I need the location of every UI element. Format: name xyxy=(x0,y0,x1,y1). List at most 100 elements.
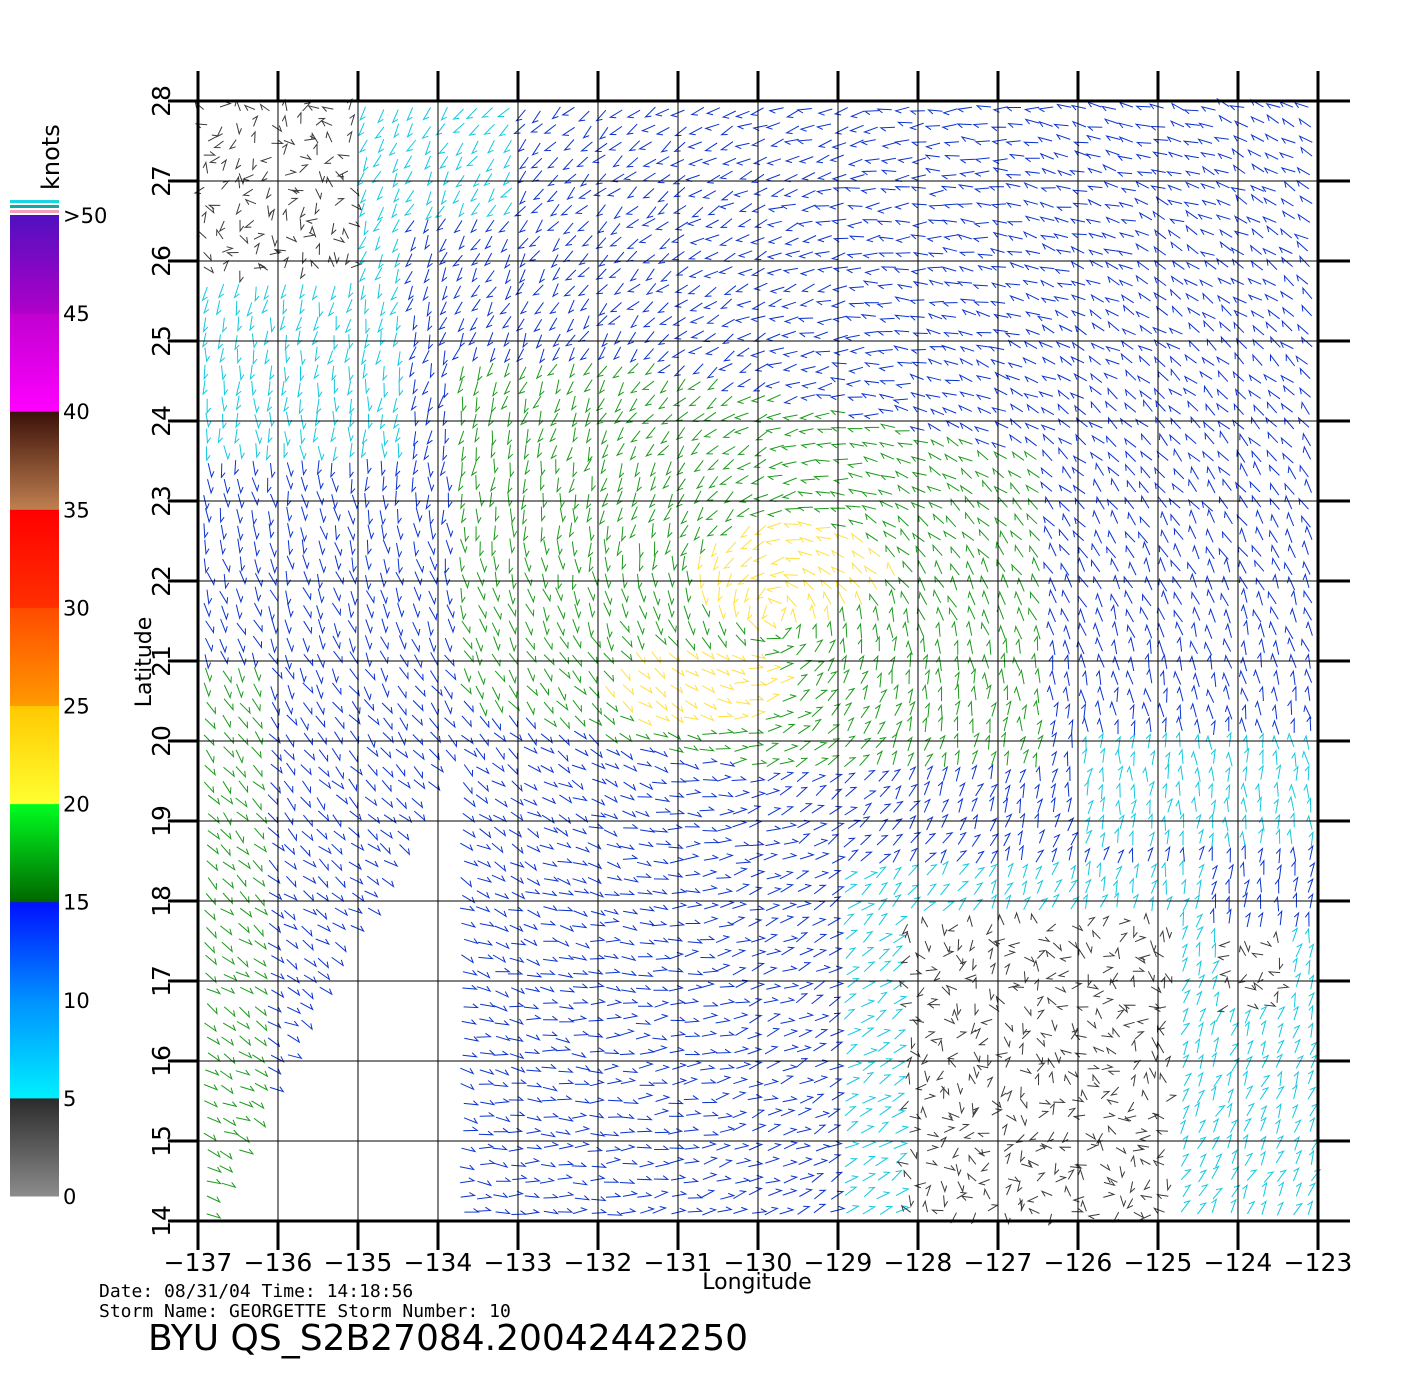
wind-vector xyxy=(1270,652,1278,668)
wind-vector xyxy=(1210,719,1216,735)
wind-vector xyxy=(571,1052,587,1059)
wind-vector xyxy=(1019,782,1026,798)
wind-vector xyxy=(1102,966,1115,974)
wind-vector xyxy=(476,1206,492,1212)
wind-vector xyxy=(1165,751,1171,767)
wind-vector xyxy=(223,766,236,778)
wind-vector xyxy=(588,1068,604,1074)
wind-vector xyxy=(607,315,621,325)
wind-vector xyxy=(1194,780,1201,797)
wind-vector xyxy=(270,558,278,575)
wind-vector xyxy=(460,1177,476,1184)
wind-vector xyxy=(902,560,913,573)
wind-vector xyxy=(1046,1131,1055,1143)
wind-vector xyxy=(1044,495,1054,510)
wind-vector xyxy=(318,302,324,318)
wind-vector xyxy=(1118,136,1134,143)
wind-vector xyxy=(834,126,849,135)
wind-vector xyxy=(1104,297,1120,303)
wind-vector xyxy=(1233,120,1249,128)
wind-vector xyxy=(1153,387,1165,400)
wind-vector xyxy=(331,956,345,967)
wind-vector xyxy=(261,299,269,314)
wind-vector xyxy=(967,700,973,716)
wind-vector xyxy=(956,106,973,113)
wind-vector xyxy=(252,635,262,649)
wind-vector xyxy=(752,382,766,392)
wind-vector xyxy=(1086,1020,1097,1030)
wind-vector xyxy=(618,463,625,479)
wind-vector xyxy=(206,988,222,995)
wind-vector xyxy=(719,808,735,816)
wind-vector xyxy=(1307,1182,1317,1196)
wind-vector xyxy=(1114,748,1121,764)
wind-vector xyxy=(348,907,363,915)
wind-vector xyxy=(1309,861,1316,877)
wind-vector xyxy=(967,590,976,606)
wind-vector xyxy=(207,794,221,806)
wind-vector xyxy=(954,749,960,765)
wind-vector xyxy=(1223,608,1231,624)
wind-vector xyxy=(1152,326,1167,334)
wind-vector xyxy=(573,730,588,740)
wind-vector xyxy=(588,602,596,619)
wind-vector xyxy=(798,833,811,844)
wind-vector xyxy=(831,855,847,864)
wind-vector xyxy=(413,766,423,780)
wind-vector xyxy=(444,700,453,715)
wind-vector xyxy=(970,684,977,701)
wind-vector xyxy=(946,482,960,492)
wind-vector xyxy=(1152,1159,1165,1167)
wind-vector xyxy=(1158,544,1169,558)
lon-tick-label: −136 xyxy=(244,1248,313,1277)
wind-vector xyxy=(969,939,976,952)
wind-vector xyxy=(425,494,431,511)
wind-vector xyxy=(877,1171,891,1181)
wind-vector xyxy=(220,844,231,857)
wind-vector xyxy=(669,747,685,753)
wind-vector xyxy=(442,411,448,427)
wind-vector xyxy=(997,495,1008,508)
wind-vector xyxy=(828,870,842,880)
wind-vector xyxy=(1011,450,1025,461)
wind-vector xyxy=(1147,971,1155,983)
lat-tick-label: 18 xyxy=(147,885,176,917)
wind-vector xyxy=(1078,607,1086,623)
wind-vector xyxy=(942,901,956,912)
wind-vector xyxy=(286,555,295,571)
wind-vector xyxy=(718,363,733,372)
wind-vector xyxy=(302,780,312,795)
legend-label: 5 xyxy=(63,1087,76,1111)
wind-vector xyxy=(605,685,615,699)
wind-vector xyxy=(1264,293,1279,302)
wind-vector xyxy=(1244,984,1257,991)
wind-vector xyxy=(424,234,431,251)
wind-vector xyxy=(239,556,246,573)
wind-vector xyxy=(508,685,518,699)
wind-vector xyxy=(205,1069,220,1076)
wind-vector xyxy=(941,1115,954,1122)
wind-vector xyxy=(462,894,476,904)
wind-vector xyxy=(558,555,566,571)
wind-vector xyxy=(398,367,404,383)
wind-vector xyxy=(317,445,325,462)
wind-vector xyxy=(365,590,375,604)
wind-vector xyxy=(594,142,608,152)
wind-vector xyxy=(766,1060,781,1069)
wind-vector xyxy=(622,684,635,696)
wind-vector xyxy=(426,301,432,318)
wind-vector xyxy=(1138,291,1151,302)
wind-vector xyxy=(285,411,293,427)
wind-vector xyxy=(483,173,493,187)
wind-vector xyxy=(1254,700,1262,716)
wind-vector xyxy=(942,203,959,209)
lat-tick-label: 17 xyxy=(147,965,176,997)
wind-vector xyxy=(527,811,543,818)
wind-vector xyxy=(1287,575,1296,591)
wind-vector xyxy=(1130,812,1137,828)
wind-vector xyxy=(996,558,1006,573)
wind-vector xyxy=(894,186,910,191)
wind-vector xyxy=(1048,607,1056,623)
wind-vector xyxy=(980,556,989,572)
wind-vector xyxy=(572,955,588,961)
